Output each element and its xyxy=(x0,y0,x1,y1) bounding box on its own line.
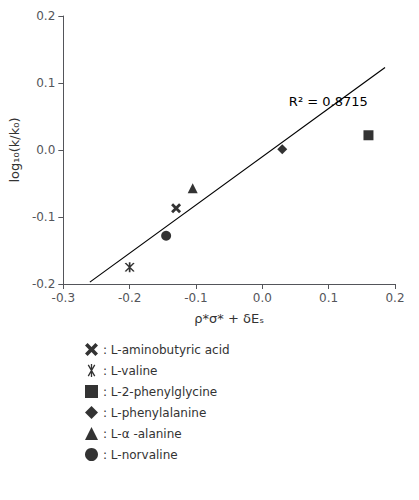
svg-text:-0.2: -0.2 xyxy=(32,277,55,291)
svg-text:: L-aminobutyric acid: : L-aminobutyric acid xyxy=(103,343,230,357)
svg-text:0.1: 0.1 xyxy=(319,291,338,305)
svg-text:-0.2: -0.2 xyxy=(118,291,141,305)
svg-text:ρ*σ* + δEₛ: ρ*σ* + δEₛ xyxy=(194,311,264,326)
svg-text:: L-2-phenylglycine: : L-2-phenylglycine xyxy=(103,385,217,399)
svg-text:-0.1: -0.1 xyxy=(32,210,55,224)
svg-text:log₁₀(k/k₀): log₁₀(k/k₀) xyxy=(7,117,22,182)
svg-text:R² = 0.8715: R² = 0.8715 xyxy=(289,94,368,109)
svg-text:: L-valine: : L-valine xyxy=(103,364,157,378)
svg-text:0.2: 0.2 xyxy=(385,291,404,305)
svg-text:0.1: 0.1 xyxy=(36,76,55,90)
svg-text:: L-phenylalanine: : L-phenylalanine xyxy=(103,406,206,420)
svg-text:-0.1: -0.1 xyxy=(184,291,207,305)
svg-text:: L-norvaline: : L-norvaline xyxy=(103,448,178,462)
svg-text:0.0: 0.0 xyxy=(36,143,55,157)
svg-text:0.0: 0.0 xyxy=(253,291,272,305)
svg-text:0.2: 0.2 xyxy=(36,9,55,23)
svg-text:: L-α -alanine: : L-α -alanine xyxy=(103,427,182,441)
svg-text:-0.3: -0.3 xyxy=(52,291,75,305)
